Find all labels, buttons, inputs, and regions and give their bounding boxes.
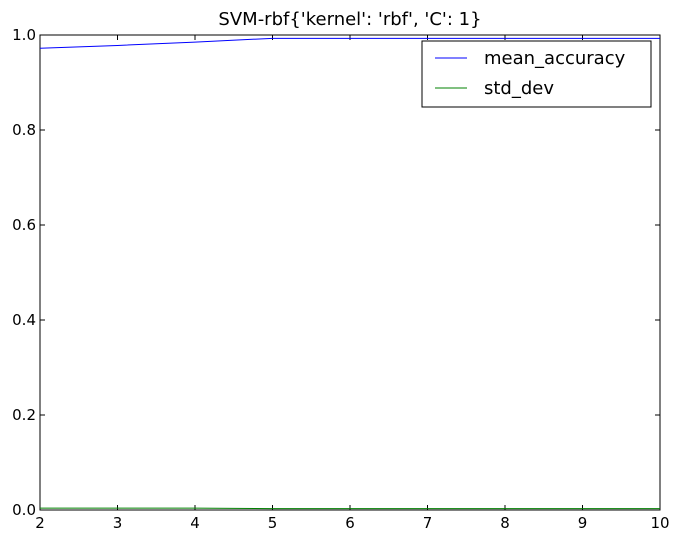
- chart-title: SVM-rbf{'kernel': 'rbf', 'C': 1}: [218, 9, 481, 30]
- x-tick-label: 9: [578, 514, 588, 532]
- x-tick-label: 5: [268, 514, 278, 532]
- x-tick-label: 3: [113, 514, 123, 532]
- y-tick-label: 1.0: [12, 26, 36, 44]
- x-tick-label: 4: [190, 514, 200, 532]
- y-tick-label: 0.2: [12, 406, 36, 424]
- legend-label: mean_accuracy: [484, 48, 626, 69]
- x-tick-label: 8: [500, 514, 510, 532]
- y-tick-label: 0.6: [12, 216, 36, 234]
- y-tick-label: 0.4: [12, 311, 36, 329]
- x-tick-label: 10: [650, 514, 669, 532]
- x-tick-label: 2: [35, 514, 45, 532]
- legend: mean_accuracy std_dev: [422, 41, 651, 107]
- y-tick-label: 0.8: [12, 121, 36, 139]
- x-tick-label: 6: [345, 514, 355, 532]
- x-tick-label: 7: [423, 514, 433, 532]
- legend-label: std_dev: [484, 78, 554, 99]
- y-tick-label: 0.0: [12, 501, 36, 519]
